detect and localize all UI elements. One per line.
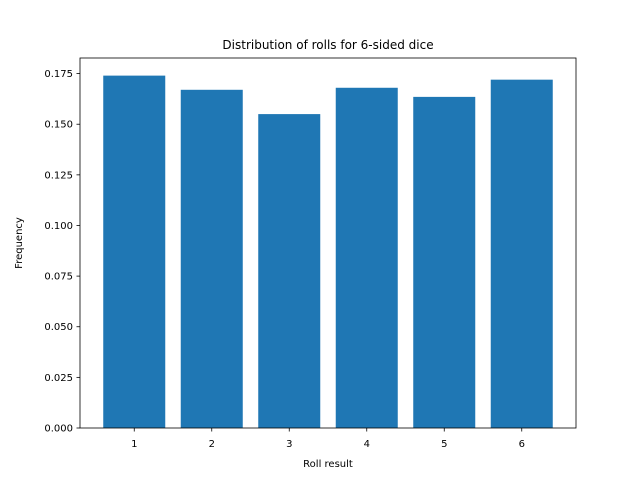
bar-4: [335, 87, 398, 429]
x-axis-label: Roll result: [303, 459, 353, 470]
y-tick-label: 0.000: [44, 424, 73, 435]
x-tick-label: 3: [286, 439, 292, 450]
chart-title: Distribution of rolls for 6-sided dice: [222, 38, 433, 52]
bar-2: [180, 89, 243, 429]
x-tick-label: 4: [364, 439, 370, 450]
bar-3: [258, 114, 321, 429]
x-tick-label: 5: [441, 439, 447, 450]
x-tick-label: 2: [209, 439, 215, 450]
y-tick-label: 0.050: [44, 322, 73, 333]
x-tick-label: 6: [519, 439, 525, 450]
bar-5: [413, 96, 476, 428]
y-tick-label: 0.125: [44, 170, 73, 181]
bar-1: [103, 75, 166, 428]
y-tick-label: 0.175: [44, 69, 73, 80]
y-tick-label: 0.100: [44, 221, 73, 232]
axes-frame: [79, 57, 577, 429]
y-tick-label: 0.075: [44, 272, 73, 283]
bar-6: [490, 79, 553, 428]
y-tick-label: 0.025: [44, 373, 73, 384]
bar-series: [103, 75, 553, 429]
y-axis-label: Frequency: [14, 217, 25, 269]
x-tick-label: 1: [131, 439, 137, 450]
x-axis: 1 2 3 4 5 6: [131, 428, 525, 450]
y-tick-label: 0.150: [44, 120, 73, 131]
y-axis: 0.000 0.025 0.050 0.075 0.100 0.125 0.150 0.175: [44, 69, 80, 435]
